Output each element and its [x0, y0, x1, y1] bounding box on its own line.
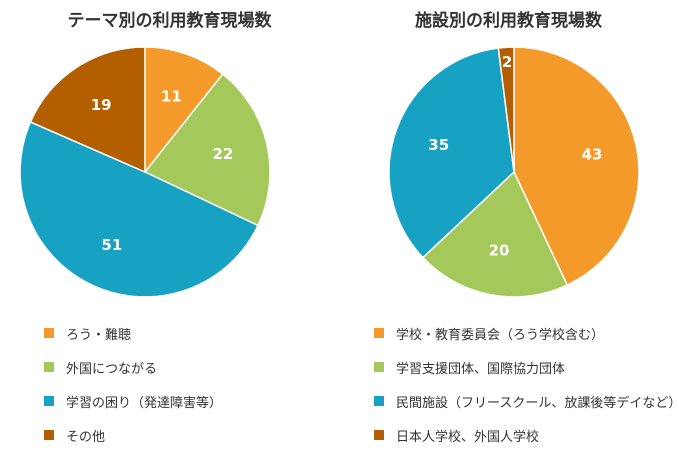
legend-swatch	[374, 430, 384, 440]
chart-theme: テーマ別の利用教育現場数 11 22 51 19 ろう・難聴外国につながる学習の困り（…	[0, 0, 339, 445]
legend-item: その他	[44, 418, 222, 452]
pie-slice	[144, 46, 224, 175]
pie-slice	[513, 46, 640, 287]
pie-slice	[421, 170, 569, 298]
legend-label: 学習支援団体、国際協力団体	[396, 361, 566, 377]
legend-item: 民間施設（フリースクール、放課後等デイなど）	[374, 384, 679, 418]
legend-item: 学校・教育委員会（ろう学校含む）	[374, 316, 679, 350]
slice-value-label: 2	[502, 53, 512, 71]
legend-label: その他	[66, 429, 106, 445]
slice-value-label: 35	[428, 136, 449, 154]
legend-swatch	[44, 396, 54, 406]
legend-swatch	[374, 362, 384, 372]
legend-item: 日本人学校、外国人学校	[374, 418, 679, 452]
pie-slice	[29, 46, 146, 174]
legend-swatch	[44, 362, 54, 372]
legend-item: 学習の困り（発達障害等）	[44, 384, 222, 418]
pie-slice	[143, 73, 271, 227]
legend-swatch	[374, 396, 384, 406]
legend-label: 外国につながる	[66, 361, 158, 377]
legend-label: 学習の困り（発達障害等）	[66, 395, 223, 411]
legend-item: 学習支援団体、国際協力団体	[374, 350, 679, 384]
legend-swatch	[374, 328, 384, 338]
slice-value-label: 19	[91, 96, 112, 114]
pie-chart-facility: 43 20 35 2	[388, 46, 640, 298]
legend-swatch	[44, 430, 54, 440]
legend-facility: 学校・教育委員会（ろう学校含む） 学習支援団体、国際協力団体民間施設（フリースクー…	[374, 316, 679, 452]
chart-title: テーマ別の利用教育現場数	[67, 11, 272, 31]
slice-value-label: 20	[489, 242, 510, 260]
chart-title: 施設別の利用教育現場数	[415, 11, 602, 31]
legend-label: 民間施設（フリースクール、放課後等デイなど）	[396, 395, 679, 411]
legend-swatch	[44, 328, 54, 338]
legend-item: ろう・難聴	[44, 316, 222, 350]
slice-value-label: 11	[161, 87, 182, 105]
legend-theme: ろう・難聴外国につながる学習の困り（発達障害等） その他	[44, 316, 222, 452]
pie-slice	[497, 46, 515, 173]
pie-slice	[19, 120, 259, 298]
pie-chart-theme: 11 22 51 19	[19, 46, 271, 298]
pie-slice	[388, 47, 515, 259]
legend-item: 外国につながる	[44, 350, 222, 384]
slice-value-label: 22	[212, 145, 233, 163]
slice-value-label: 43	[582, 146, 603, 164]
legend-label: ろう・難聴	[66, 327, 132, 343]
legend-label: 学校・教育委員会（ろう学校含む）	[396, 327, 605, 343]
chart-facility: 施設別の利用教育現場数 43 20 35 2 学校・教育委員会（ろう学校含む） 学習支援…	[339, 0, 679, 445]
legend-label: 日本人学校、外国人学校	[396, 429, 540, 445]
slice-value-label: 51	[101, 236, 122, 254]
